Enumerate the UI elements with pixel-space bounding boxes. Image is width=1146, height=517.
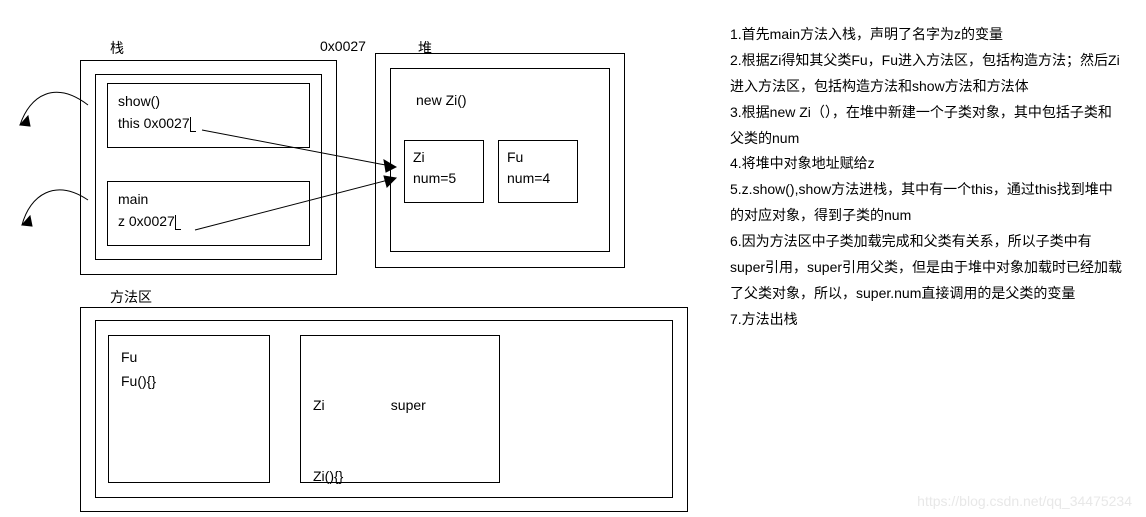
explain-line-7: 7.方法出栈	[730, 307, 1125, 333]
explain-line-6: 6.因为方法区中子类加载完成和父类有关系，所以子类中有super引用，super…	[730, 229, 1125, 307]
explain-line-3: 3.根据new Zi（），在堆中新建一个子类对象，其中包括子类和父类的num	[730, 100, 1125, 152]
arrowhead-main-pop	[22, 216, 32, 226]
method-block-zi: Zi super Zi(){} show(){方法体}	[300, 335, 500, 483]
text-cursor-icon	[190, 117, 196, 132]
explain-line-2: 2.根据Zi得知其父类Fu，Fu进入方法区，包括构造方法；然后Zi进入方法区，包…	[730, 48, 1125, 100]
stack-label: 栈	[110, 38, 124, 58]
heap-cell-fu: Fu num=4	[498, 140, 578, 203]
watermark-text: https://blog.csdn.net/qq_34475234	[917, 493, 1132, 509]
heap-address-label: 0x0027	[320, 38, 366, 54]
heap-new-label: new Zi()	[416, 92, 467, 108]
heap-cell-zi-line2: num=5	[413, 168, 475, 189]
text-cursor-icon	[175, 215, 181, 230]
heap-cell-fu-line2: num=4	[507, 168, 569, 189]
stack-frame-show: show() this 0x0027	[107, 83, 310, 148]
method-block-fu-line2: Fu(){}	[121, 370, 257, 394]
method-block-fu-line1: Fu	[121, 346, 257, 370]
stack-frame-show-line1: show()	[118, 90, 299, 112]
explanation-text: 1.首先main方法入栈，声明了名字为z的变量 2.根据Zi得知其父类Fu，Fu…	[730, 22, 1125, 333]
method-block-zi-line1: Zi super	[313, 394, 487, 418]
stack-frame-main: main z 0x0027	[107, 181, 310, 246]
explain-line-1: 1.首先main方法入栈，声明了名字为z的变量	[730, 22, 1125, 48]
stack-frame-main-line2: z 0x0027	[118, 210, 299, 232]
stack-frame-main-line1: main	[118, 188, 299, 210]
heap-cell-zi-line1: Zi	[413, 147, 475, 168]
explain-line-5: 5.z.show(),show方法进栈，其中有一个this，通过this找到堆中…	[730, 177, 1125, 229]
heap-cell-zi: Zi num=5	[404, 140, 484, 203]
heap-cell-fu-line1: Fu	[507, 147, 569, 168]
explain-line-4: 4.将堆中对象地址赋给z	[730, 151, 1125, 177]
arrow-main-pop	[22, 190, 88, 225]
arrow-show-pop	[20, 92, 88, 125]
method-block-fu: Fu Fu(){}	[108, 335, 270, 483]
stack-frame-show-line2: this 0x0027	[118, 112, 299, 134]
method-area-label: 方法区	[110, 287, 152, 307]
method-block-zi-line2: Zi(){}	[313, 465, 487, 489]
arrowhead-show-pop	[20, 116, 30, 126]
